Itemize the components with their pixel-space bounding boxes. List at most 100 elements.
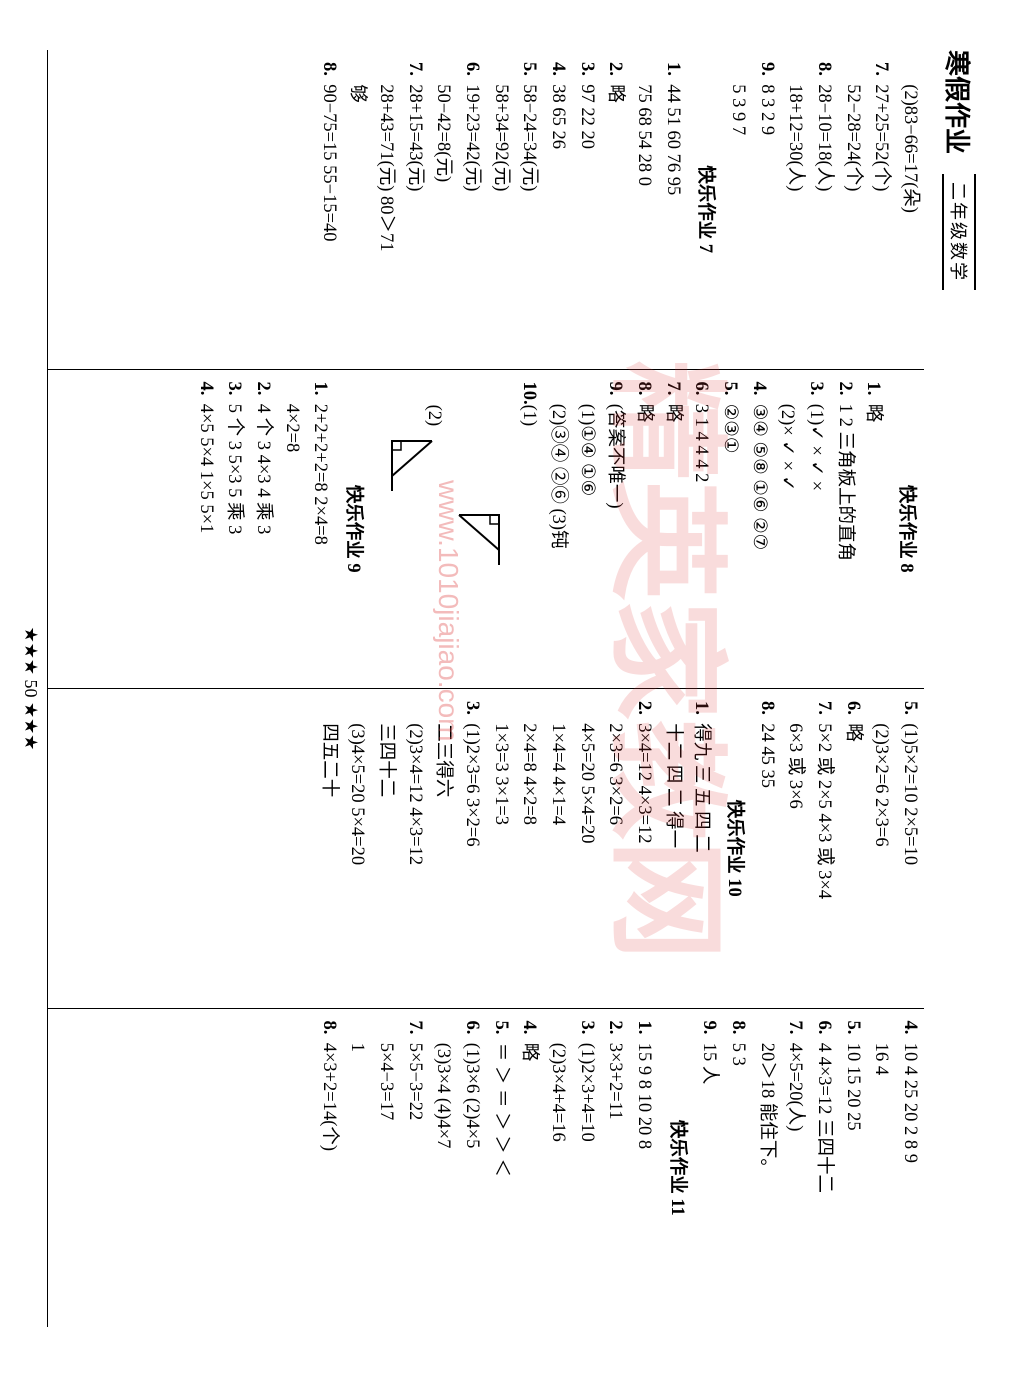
qnum: 7. <box>752 1021 809 1043</box>
s8-q1: 1.略 <box>859 382 888 677</box>
qtext: 5×5−3=225×4−3=171 <box>343 1043 429 1315</box>
fig-label: (2) <box>419 405 448 427</box>
s8-q5: 5.②③① <box>715 382 744 677</box>
qtext: 10 15 20 25 <box>838 1043 867 1315</box>
qtext: 58−24=34(元) 58+34=92(元) <box>486 84 543 356</box>
qtext: 略 <box>658 404 687 676</box>
line: 28+15=43(元) <box>405 84 425 191</box>
line: 75 68 54 28 0 <box>634 84 654 186</box>
qtext: 略 <box>859 404 888 676</box>
s7-q3: 3.97 22 20 <box>572 62 601 357</box>
angle-figure-2 <box>387 431 442 501</box>
qnum: 9. <box>723 62 780 84</box>
qnum: 7. <box>658 382 687 404</box>
qnum: 5. <box>715 382 744 404</box>
qnum: 6. <box>429 1021 486 1043</box>
line: (2)3×4+4=16 <box>548 1043 568 1142</box>
qtext: 4 4×3=12 三四十二 <box>809 1043 838 1315</box>
line: 58+34=92(元) <box>491 84 511 191</box>
qtext: 略 <box>629 404 658 676</box>
line: (1)2×3+4=10 <box>577 1043 597 1142</box>
qnum: 4. <box>543 62 572 84</box>
qnum: 3. <box>773 382 830 404</box>
s8-q4: 4.③④ ⑤⑧ ①⑥ ②⑦ <box>744 382 773 677</box>
qtext: 90−75=15 55−15=40 <box>314 84 343 356</box>
line: (3)4×5=20 5×4=20 <box>347 723 367 865</box>
qtext: (1)2×3+4=10 (2)3×4+4=16 <box>543 1043 600 1315</box>
line: 16 4 <box>871 1043 891 1075</box>
s8-q6: 6.3 1 4 4 4 2 <box>687 382 716 677</box>
qtext: 2+2+2+2=8 2×4=84×2=8 <box>277 404 334 676</box>
qnum: 8. <box>781 62 838 84</box>
qtext: ＝ ＞ ＝ ＞ ＞ ＜ <box>486 1043 515 1315</box>
line: 58−24=34(元) <box>519 84 539 191</box>
qnum: 3. <box>543 1021 600 1043</box>
column-2: 快乐作业 8 1.略 2.1 2 三角板上的直角 3.(1)✓ × ✓ ×(2)… <box>48 369 924 689</box>
qtext: 5×2 或 2×5 4×3 或 3×46×3 或 3×6 <box>781 723 838 995</box>
qtext: 4×5=20(人)20＞18 能住下。 <box>752 1043 809 1315</box>
qtext: 1 2 三角板上的直角 <box>830 404 859 676</box>
line: (答案不唯一) <box>605 404 625 509</box>
qnum: 3. <box>572 62 601 84</box>
line: 4×5=20(人) <box>785 1043 805 1132</box>
qnum: 4. <box>867 1021 924 1043</box>
line: 够 <box>347 84 367 103</box>
line: 52−28=24(个) <box>843 84 863 191</box>
s11-q6: 6.(1)3×6 (2)4×5(3)3×4 (4)4×7 <box>429 1021 486 1316</box>
s9-q4: 4.4×5 5×4 1×5 5×1 <box>191 382 220 677</box>
qnum: 7. <box>781 701 838 723</box>
qtext: ③④ ⑤⑧ ①⑥ ②⑦ <box>744 404 773 676</box>
line: 2×4=8 4×2=8 <box>519 723 539 825</box>
s9-q1: 1.2+2+2+2=8 2×4=84×2=8 <box>277 382 334 677</box>
qtext: 15 人 <box>695 1043 724 1315</box>
qnum: 4. <box>515 1021 544 1043</box>
s10-q2: 2. 3×4=12 4×3=12 2×3=6 3×2=6 4×5=20 5×4=… <box>486 701 658 996</box>
line: 4×5=20 5×4=20 <box>577 723 597 843</box>
columns: (2)83−66=17(朵) 7.27+25=52(个)52−28=24(个) … <box>47 50 924 1327</box>
line: 8 3 2 9 <box>757 84 777 135</box>
line: (2)× ✓ × ✓ <box>777 404 797 491</box>
qnum: 8. <box>629 382 658 404</box>
qnum: 8. <box>752 701 781 723</box>
s7-q4: 4.38 65 26 <box>543 62 572 357</box>
line: 1×4=4 4×1=4 <box>548 723 568 825</box>
c1-q7: 7.27+25=52(个)52−28=24(个) <box>838 62 895 357</box>
line: 4×2=8 <box>282 404 302 453</box>
qnum: 3. <box>314 701 486 723</box>
c4-q5: 5.10 15 20 25 <box>838 1021 867 1316</box>
qtext: 97 22 20 <box>572 84 601 356</box>
qnum: 1. <box>658 701 715 723</box>
c3-q6: 6.略 <box>838 701 867 996</box>
qnum: 6. <box>838 701 867 723</box>
s8-q2: 2.1 2 三角板上的直角 <box>830 382 859 677</box>
qtext: 4×3+2=14(个) <box>314 1043 343 1315</box>
qnum: 6. <box>429 62 486 84</box>
line: 19+23=42(元) <box>462 84 482 191</box>
qnum: 4. <box>191 382 220 404</box>
qnum: 2. <box>830 382 859 404</box>
s9-q3: 3.5 个 3 5×3 5 乘 3 <box>220 382 249 677</box>
line: (1)3×6 (2)4×5 <box>462 1043 482 1149</box>
qnum: 8. <box>723 1021 752 1043</box>
line: 5 3 9 7 <box>728 84 748 135</box>
s11-q8: 8.4×3+2=14(个) <box>314 1021 343 1316</box>
fig-label: (1) <box>519 405 539 427</box>
qtext: 3×4=12 4×3=12 2×3=6 3×2=6 4×5=20 5×4=20 … <box>486 723 658 995</box>
qtext: 38 65 26 <box>543 84 572 356</box>
s10-q1: 1.得九 三 五 四 二十二 四 二 得一 <box>658 701 715 996</box>
qtext: 24 45 35 <box>752 723 781 995</box>
line: 44 51 60 76 95 <box>663 84 683 195</box>
qtext: (1) (2) <box>371 405 543 676</box>
qtext: ②③① <box>715 404 744 676</box>
qnum: 5. <box>486 1021 515 1043</box>
qtext: 28−10=18(人)18+12=30(人) <box>781 84 838 356</box>
qtext: 27+25=52(个)52−28=24(个) <box>838 84 895 356</box>
c1-q8: 8.28−10=18(人)18+12=30(人) <box>781 62 838 357</box>
qnum: 6. <box>687 382 716 404</box>
qnum: 9. <box>695 1021 724 1043</box>
line: 6×3 或 3×6 <box>785 723 805 809</box>
qtext: 略 <box>515 1043 544 1315</box>
qtext: 44 51 60 76 95 75 68 54 28 0 <box>629 84 686 356</box>
qtext: (1)3×6 (2)4×5(3)3×4 (4)4×7 <box>429 1043 486 1315</box>
s8-q10: 10. (1) (2) <box>371 382 543 677</box>
